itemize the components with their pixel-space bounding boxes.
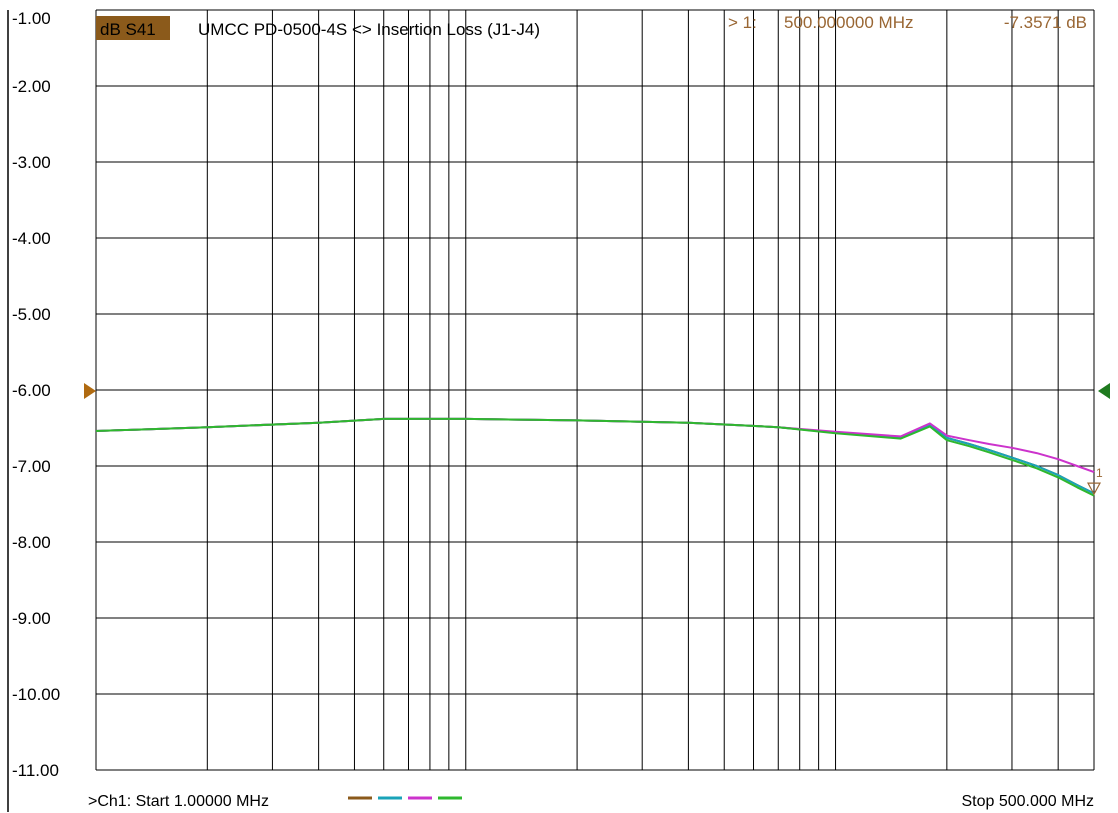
y-tick-label: -1.00 bbox=[12, 9, 51, 28]
y-tick-label: -10.00 bbox=[12, 685, 60, 704]
trace-badge[interactable]: dB S41 bbox=[100, 20, 156, 39]
y-axis-tick-labels: -1.00 -2.00 -3.00 -4.00 -5.00 -6.00 -7.00 -8.00… bbox=[12, 9, 60, 780]
y-tick-label: -8.00 bbox=[12, 533, 51, 552]
trace-badge-background bbox=[96, 16, 170, 40]
marker-1-label: 1 bbox=[1096, 466, 1103, 480]
y-tick-label: -4.00 bbox=[12, 229, 51, 248]
start-frequency-label: >Ch1: Start 1.00000 MHz bbox=[88, 793, 269, 810]
y-tick-label: -2.00 bbox=[12, 77, 51, 96]
stop-frequency-label: Stop 500.000 MHz bbox=[961, 793, 1094, 810]
trace-group bbox=[95, 417, 1095, 497]
y-tick-label: -11.00 bbox=[12, 761, 59, 780]
trace-title: UMCC PD-0500-4S <> Insertion Loss (J1-J4… bbox=[198, 20, 540, 39]
right-reference-arrow[interactable] bbox=[1098, 383, 1110, 399]
marker-1-triangle[interactable] bbox=[1086, 482, 1102, 496]
marker-value: -7.3571 dB bbox=[1004, 13, 1087, 32]
trace-line-4 bbox=[95, 417, 1095, 497]
y-tick-label: -5.00 bbox=[12, 305, 51, 324]
y-tick-label: -7.00 bbox=[12, 457, 51, 476]
marker-group: 1 bbox=[1086, 466, 1103, 496]
plot-grid bbox=[95, 9, 1095, 771]
marker-id: > 1: bbox=[728, 13, 757, 32]
y-tick-label: -3.00 bbox=[12, 153, 51, 172]
y-tick-label: -9.00 bbox=[12, 609, 51, 628]
marker-frequency: 500.000000 MHz bbox=[784, 13, 913, 32]
y-tick-label: -6.00 bbox=[12, 381, 51, 400]
left-reference-arrow[interactable] bbox=[84, 383, 96, 399]
